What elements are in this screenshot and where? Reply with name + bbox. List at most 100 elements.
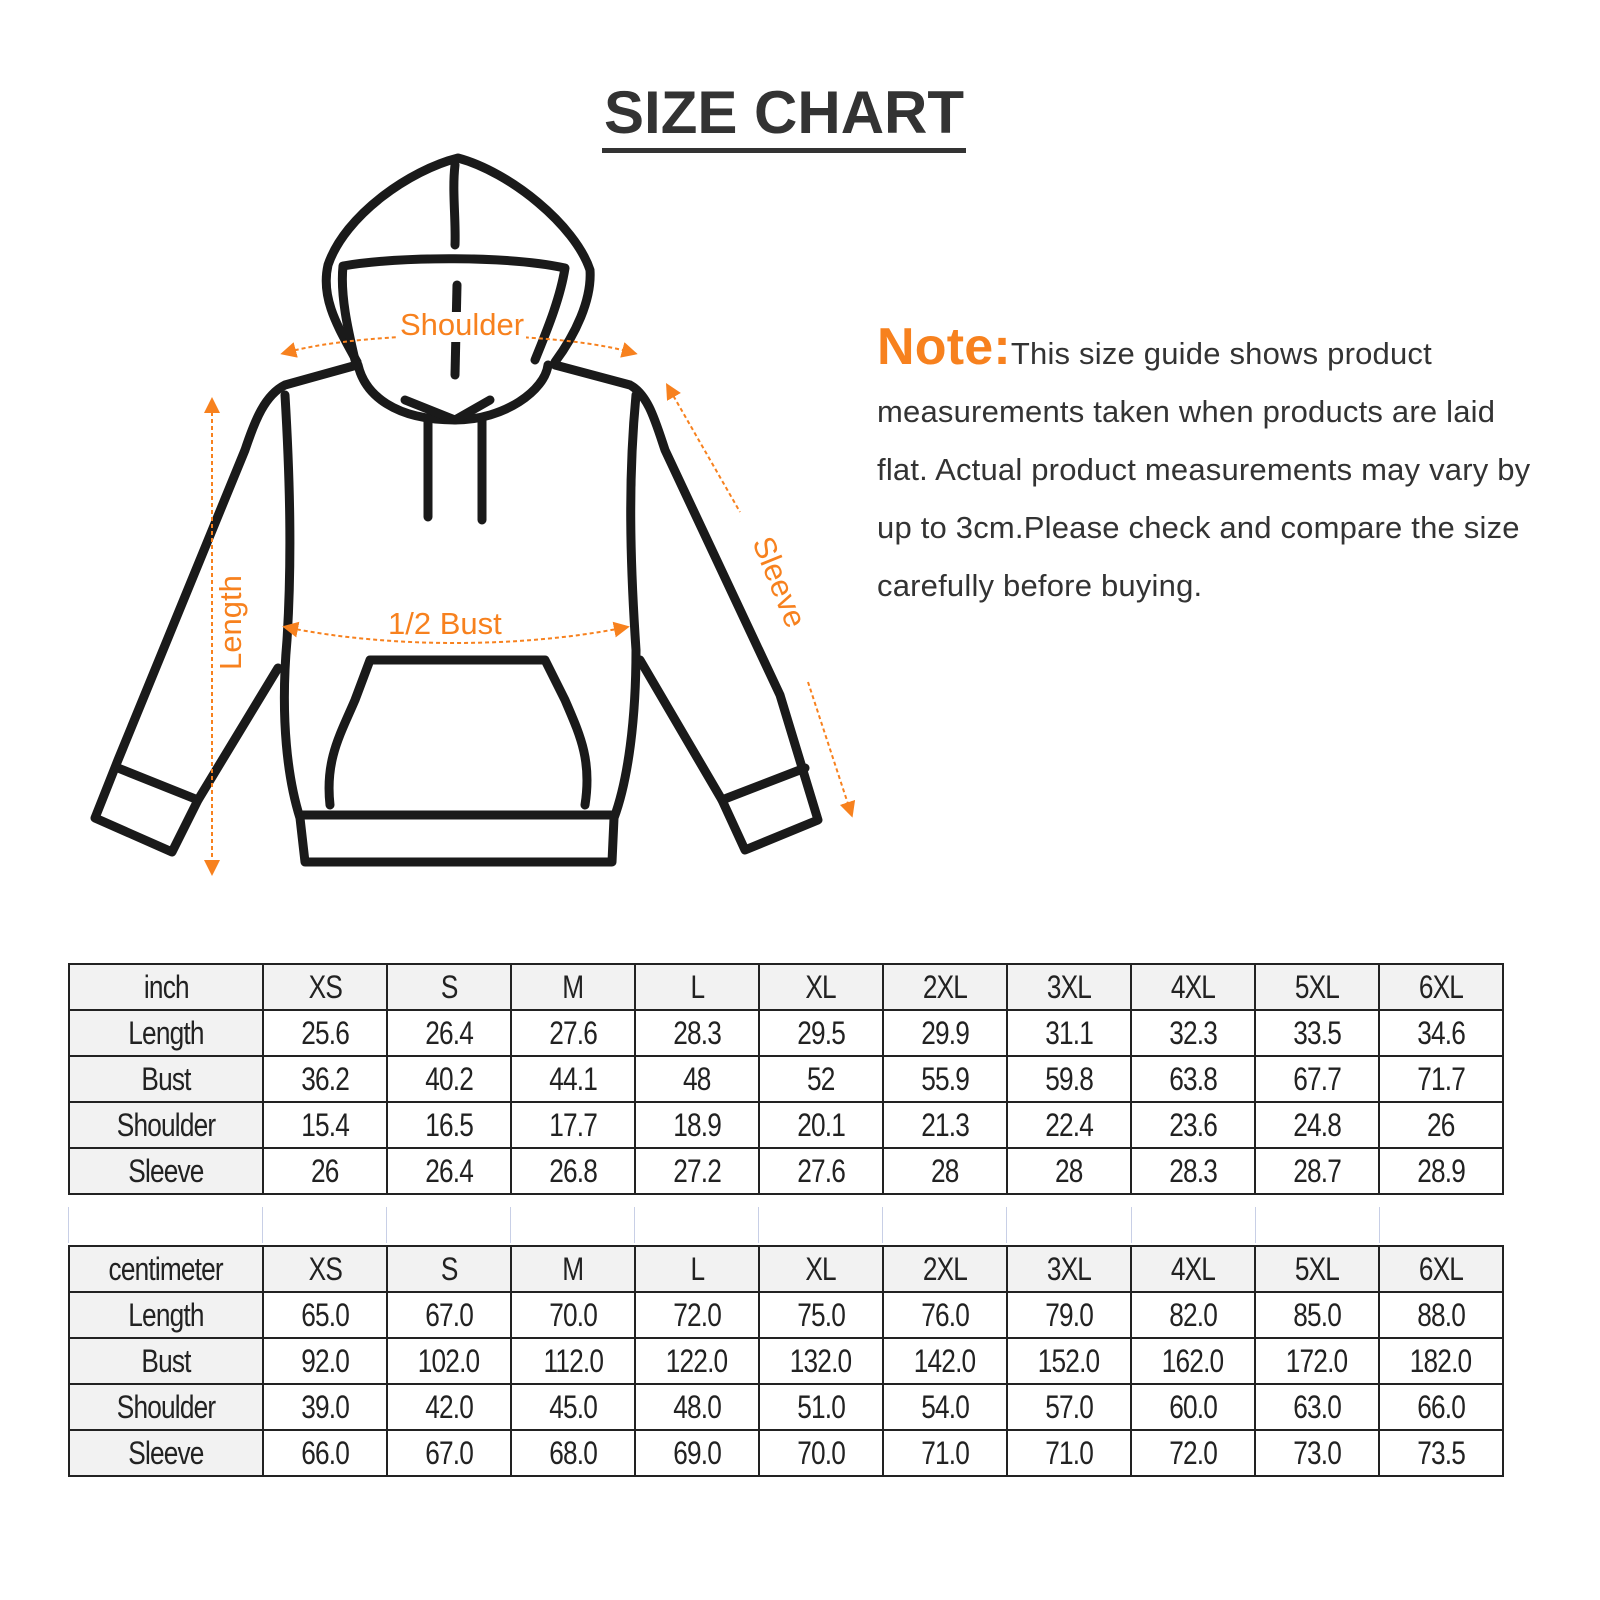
spacer-cell [1006, 1207, 1130, 1243]
size-header-text: 6XL [1418, 1250, 1464, 1287]
size-header: L [634, 963, 760, 1011]
value-cell: 67.0 [386, 1429, 512, 1477]
row-label: Sleeve [68, 1429, 264, 1477]
size-header: M [510, 963, 636, 1011]
value-cell-text: 18.9 [673, 1106, 722, 1143]
value-cell: 85.0 [1254, 1291, 1380, 1339]
row-label: Sleeve [68, 1147, 264, 1195]
size-header: 4XL [1130, 963, 1256, 1011]
value-cell-text: 142.0 [914, 1342, 976, 1379]
table-row: Shoulder 15.4 16.5 17.7 18.9 20.1 21.3 22.4 23.6… [68, 1101, 1504, 1149]
value-cell: 48 [634, 1055, 760, 1103]
value-cell-text: 75.0 [797, 1296, 846, 1333]
value-cell: 63.0 [1254, 1383, 1380, 1431]
value-cell: 42.0 [386, 1383, 512, 1431]
size-header: M [510, 1245, 636, 1293]
row-label: Length [68, 1291, 264, 1339]
row-label-text: Bust [141, 1060, 191, 1097]
value-cell: 28 [882, 1147, 1008, 1195]
value-cell: 27.6 [510, 1009, 636, 1057]
size-header-text: S [440, 968, 459, 1005]
note-text: Note:This size guide shows product measu… [877, 318, 1537, 615]
value-cell-text: 65.0 [301, 1296, 350, 1333]
value-cell: 73.0 [1254, 1429, 1380, 1477]
size-header-text: M [562, 1250, 584, 1287]
value-cell-text: 82.0 [1169, 1296, 1218, 1333]
value-cell: 40.2 [386, 1055, 512, 1103]
value-cell: 92.0 [262, 1337, 388, 1385]
value-cell: 76.0 [882, 1291, 1008, 1339]
note-label: Note: [877, 318, 1011, 376]
value-cell-text: 26 [1427, 1106, 1455, 1143]
value-cell-text: 54.0 [921, 1388, 970, 1425]
size-header-text: 4XL [1170, 1250, 1216, 1287]
value-cell-text: 22.4 [1045, 1106, 1094, 1143]
value-cell: 60.0 [1130, 1383, 1256, 1431]
value-cell: 24.8 [1254, 1101, 1380, 1149]
value-cell: 75.0 [758, 1291, 884, 1339]
value-cell-text: 55.9 [921, 1060, 970, 1097]
value-cell-text: 172.0 [1286, 1342, 1348, 1379]
hoodie-outline [90, 153, 823, 867]
table-row: Sleeve 66.0 67.0 68.0 69.0 70.0 71.0 71.0 72.0 73… [68, 1429, 1504, 1477]
unit-header-text: inch [143, 968, 190, 1005]
hoodie-diagram: Shoulder 1/2 Bust Length Sleeve [90, 153, 856, 876]
value-cell: 25.6 [262, 1009, 388, 1057]
spacer-cell [1254, 1207, 1379, 1243]
size-header: 6XL [1378, 963, 1504, 1011]
value-cell: 51.0 [758, 1383, 884, 1431]
size-header: 2XL [882, 963, 1008, 1011]
value-cell-text: 29.5 [797, 1014, 846, 1051]
value-cell: 66.0 [262, 1429, 388, 1477]
value-cell: 28.7 [1254, 1147, 1380, 1195]
value-cell: 15.4 [262, 1101, 388, 1149]
table-row: Bust 92.0 102.0 112.0 122.0 132.0 142.0 152.0 16… [68, 1337, 1504, 1385]
value-cell: 71.7 [1378, 1055, 1504, 1103]
table-row: Length 65.0 67.0 70.0 72.0 75.0 76.0 79.0 82.0 85… [68, 1291, 1504, 1339]
value-cell-text: 60.0 [1169, 1388, 1218, 1425]
value-cell-text: 27.6 [549, 1014, 598, 1051]
value-cell: 21.3 [882, 1101, 1008, 1149]
value-cell: 17.7 [510, 1101, 636, 1149]
header-row: inch XS S M L XL 2XL 3XL 4XL 5XL 6XL [68, 963, 1504, 1011]
spacer-cell [261, 1207, 386, 1243]
value-cell-text: 28.3 [1169, 1152, 1218, 1189]
value-cell-text: 28.9 [1417, 1152, 1466, 1189]
row-label-text: Bust [141, 1342, 191, 1379]
value-cell: 54.0 [882, 1383, 1008, 1431]
spacer-cell [1378, 1207, 1504, 1243]
value-cell: 102.0 [386, 1337, 512, 1385]
spacer-cell [634, 1207, 758, 1243]
value-cell-text: 48.0 [673, 1388, 722, 1425]
value-cell: 182.0 [1378, 1337, 1504, 1385]
value-cell: 69.0 [634, 1429, 760, 1477]
size-header: XL [758, 1245, 884, 1293]
value-cell: 70.0 [510, 1291, 636, 1339]
value-cell-text: 79.0 [1045, 1296, 1094, 1333]
value-cell: 67.0 [386, 1291, 512, 1339]
value-cell: 79.0 [1006, 1291, 1132, 1339]
row-label-text: Shoulder [116, 1388, 216, 1425]
header-row: centimeter XS S M L XL 2XL 3XL 4XL 5XL 6XL [68, 1245, 1504, 1293]
value-cell: 52 [758, 1055, 884, 1103]
value-cell: 67.7 [1254, 1055, 1380, 1103]
value-cell: 48.0 [634, 1383, 760, 1431]
sleeve-label: Sleeve [746, 532, 814, 633]
value-cell: 29.9 [882, 1009, 1008, 1057]
value-cell: 44.1 [510, 1055, 636, 1103]
value-cell-text: 92.0 [301, 1342, 350, 1379]
value-cell-text: 71.0 [1045, 1434, 1094, 1471]
value-cell: 82.0 [1130, 1291, 1256, 1339]
spacer-cell [385, 1207, 510, 1243]
value-cell: 55.9 [882, 1055, 1008, 1103]
row-label: Shoulder [68, 1101, 264, 1149]
spacer-cell [882, 1207, 1006, 1243]
value-cell-text: 26.4 [425, 1014, 474, 1051]
value-cell-text: 34.6 [1417, 1014, 1466, 1051]
value-cell-text: 45.0 [549, 1388, 598, 1425]
value-cell: 31.1 [1006, 1009, 1132, 1057]
value-cell-text: 162.0 [1162, 1342, 1224, 1379]
size-table-centimeter: centimeter XS S M L XL 2XL 3XL 4XL 5XL 6XL Length 65… [68, 1245, 1504, 1477]
spacer-cell [758, 1207, 882, 1243]
value-cell-text: 31.1 [1045, 1014, 1094, 1051]
